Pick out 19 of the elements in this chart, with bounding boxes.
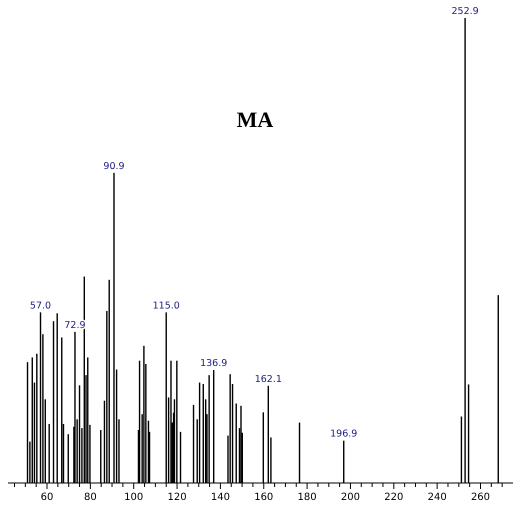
x-tick-label: 240: [428, 492, 447, 503]
x-tick-label: 140: [210, 492, 230, 503]
x-tick-label: 80: [84, 492, 97, 503]
x-tick-label: 120: [168, 492, 187, 503]
x-tick-label: 260: [470, 492, 490, 503]
text: MA: [236, 107, 274, 132]
x-tick-label: 220: [384, 492, 404, 503]
annotation: 162.1: [254, 374, 282, 385]
annotation: 196.9: [330, 428, 358, 440]
annotation: 136.9: [200, 358, 228, 370]
x-tick-label: 100: [124, 492, 144, 503]
annotation: 90.9: [103, 160, 125, 172]
x-tick-label: 60: [40, 492, 54, 503]
annotation: 115.0: [152, 300, 180, 312]
x-tick-label: 180: [298, 492, 317, 503]
x-tick-label: 160: [254, 492, 274, 503]
x-tick-label: 200: [340, 492, 360, 503]
annotation: 252.9: [452, 6, 479, 17]
annotation: 57.0: [30, 300, 52, 312]
